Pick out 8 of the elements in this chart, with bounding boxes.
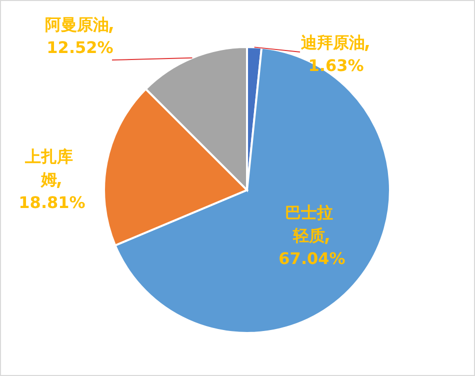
slice-label: 迪拜原油 xyxy=(300,33,365,52)
data-label: 18.81% xyxy=(18,193,86,212)
slice-label: 上扎库姆 xyxy=(24,147,73,189)
data-label: 67.04% xyxy=(278,249,346,268)
data-label: 12.52% xyxy=(46,38,114,57)
slice-label: 巴士拉轻质 xyxy=(285,203,333,245)
data-label: 1.63% xyxy=(308,56,364,75)
slice-label: 阿曼原油 xyxy=(45,15,109,34)
